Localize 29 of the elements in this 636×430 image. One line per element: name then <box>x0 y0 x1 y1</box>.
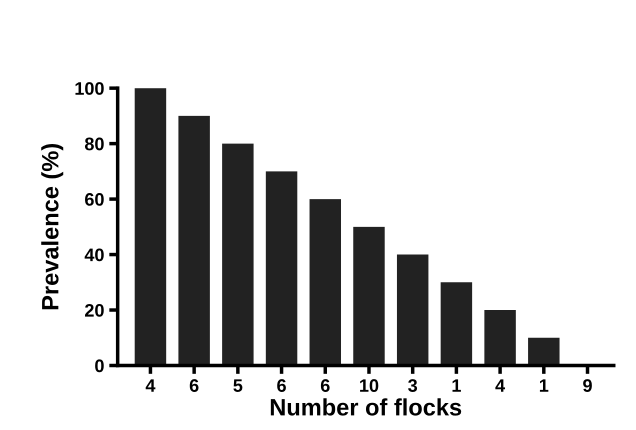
y-tick-label: 0 <box>95 359 104 372</box>
y-tick-label: 40 <box>84 248 104 262</box>
x-axis-title: Number of flocks <box>270 398 462 416</box>
x-tick-label: 9 <box>583 379 592 392</box>
bar <box>353 226 385 366</box>
x-tick-label: 1 <box>540 379 548 392</box>
x-tick-label: 3 <box>408 379 418 392</box>
bar <box>484 310 516 366</box>
bar <box>440 282 472 366</box>
bar <box>396 254 428 366</box>
bar <box>310 199 342 366</box>
y-tick-label: 20 <box>85 304 104 317</box>
bar <box>178 116 210 366</box>
y-axis-title: Prevalence (%) <box>41 144 64 310</box>
x-tick-label: 6 <box>320 379 330 392</box>
x-tick-label: 6 <box>190 379 199 392</box>
bar <box>528 338 560 366</box>
x-tick-label: 4 <box>495 379 506 392</box>
x-tick-label: 6 <box>277 379 286 392</box>
bar <box>222 144 254 366</box>
bar <box>266 171 298 366</box>
x-tick-label: 5 <box>233 379 242 392</box>
x-tick-label: 10 <box>360 379 378 392</box>
x-tick-label: 4 <box>146 379 156 392</box>
bar <box>134 88 166 366</box>
y-tick-label: 100 <box>75 82 104 95</box>
y-tick-label: 60 <box>85 193 104 206</box>
y-tick-label: 80 <box>84 138 104 150</box>
x-tick-label: 1 <box>452 379 461 392</box>
